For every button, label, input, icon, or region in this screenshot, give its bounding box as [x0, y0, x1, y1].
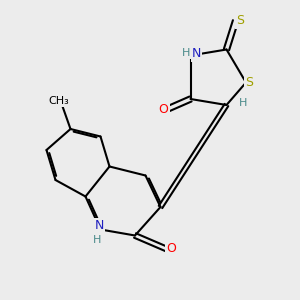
Text: CH₃: CH₃: [48, 95, 69, 106]
Text: S: S: [245, 76, 253, 89]
Text: H: H: [239, 98, 247, 109]
Text: O: O: [159, 103, 168, 116]
Text: H: H: [182, 47, 190, 58]
Text: O: O: [166, 242, 176, 256]
Text: N: N: [94, 219, 104, 232]
Text: H: H: [93, 235, 102, 245]
Text: S: S: [236, 14, 244, 28]
Text: N: N: [192, 47, 201, 61]
